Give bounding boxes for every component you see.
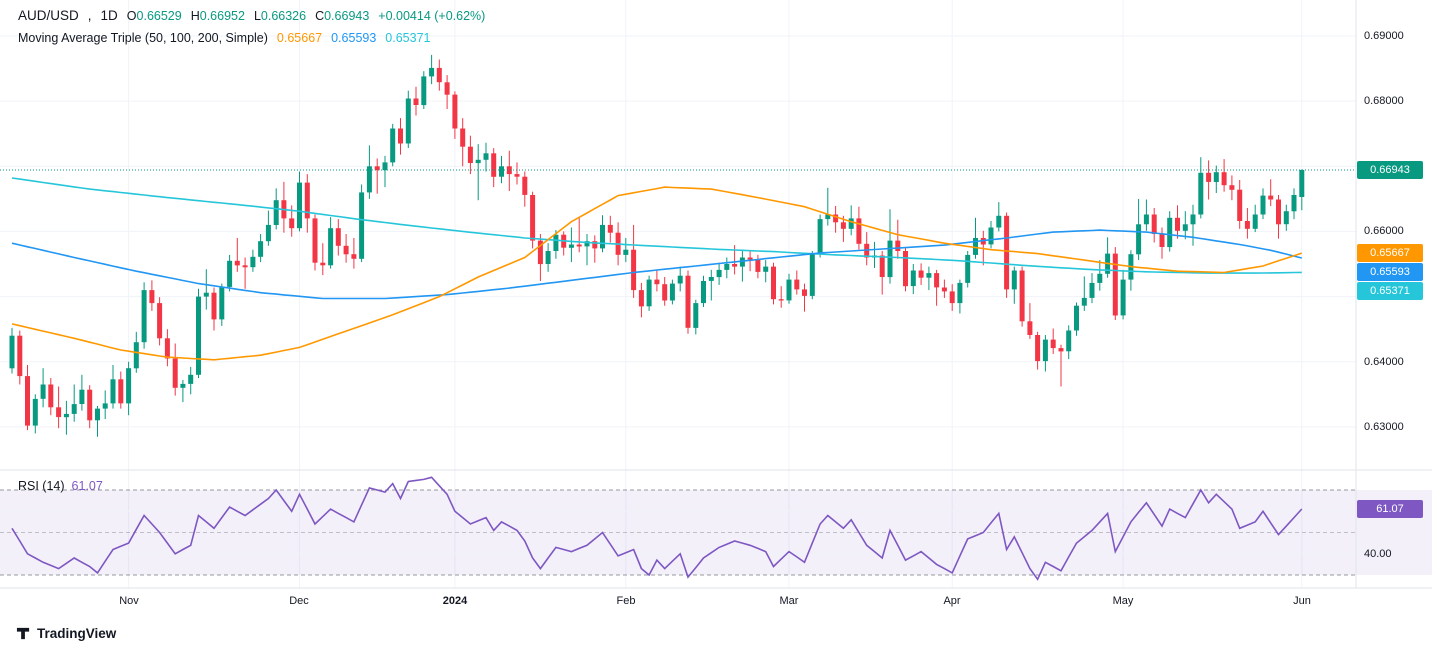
price-badge: 0.66943 <box>1357 161 1423 179</box>
time-axis-label: 2024 <box>442 595 468 607</box>
ma-indicator-title[interactable]: Moving Average Triple (50, 100, 200, Sim… <box>18 31 268 45</box>
price-badge: 0.65667 <box>1357 244 1423 262</box>
time-axis-label: Jun <box>1293 595 1311 607</box>
ohlc-open: O0.66529 <box>126 9 182 23</box>
candles-layer <box>9 54 1305 437</box>
time-axis-label: May <box>1112 595 1134 607</box>
time-axis-label: Nov <box>119 595 139 607</box>
ma200-line <box>11 177 1302 274</box>
rsi-value: 61.07 <box>71 479 103 493</box>
ma100-line <box>11 229 1302 300</box>
change-value: +0.00414 (+0.62%) <box>378 9 486 23</box>
rsi-line <box>11 476 1303 581</box>
rsi-indicator-title[interactable]: RSI (14) <box>18 479 65 493</box>
ma50-line <box>11 186 1303 361</box>
price-axis-label: 0.63000 <box>1364 421 1404 433</box>
time-axis-label: Mar <box>779 595 799 607</box>
time-axis[interactable]: Nov Dec 2024 Feb Mar Apr May Jun <box>0 588 1432 614</box>
chart-legend: AUD/USD, 1D O0.66529 H0.66952 L0.66326 C… <box>18 8 485 23</box>
price-axis-label: 0.68000 <box>1364 95 1404 107</box>
ohlc-close: C0.66943 <box>315 9 370 23</box>
rsi-indicator-legend: RSI (14) 61.07 <box>18 479 103 493</box>
tradingview-logo-text: TradingView <box>37 626 117 641</box>
ohlc-high: H0.66952 <box>190 9 245 23</box>
rsi-axis-label: 40.00 <box>1364 548 1392 560</box>
time-axis-label: Feb <box>616 595 636 607</box>
ma100-value: 0.65593 <box>331 31 377 45</box>
price-axis-label: 0.66000 <box>1364 225 1404 237</box>
rsi-value-badge: 61.07 <box>1357 500 1423 518</box>
price-axis-label: 0.64000 <box>1364 356 1404 368</box>
ma50-value: 0.65667 <box>276 31 323 45</box>
symbol-interval-separator: , <box>87 8 92 23</box>
time-axis-label: Dec <box>289 595 309 607</box>
price-axis-label: 0.69000 <box>1364 30 1404 42</box>
ma-indicator-legend: Moving Average Triple (50, 100, 200, Sim… <box>18 31 430 45</box>
time-axis-label: Apr <box>943 595 961 607</box>
price-axis[interactable]: 0.69000 0.68000 0.66000 0.64000 0.63000 40.00… <box>1356 0 1432 588</box>
ma200-value: 0.65371 <box>385 31 431 45</box>
price-badge: 0.65371 <box>1357 282 1423 300</box>
interval-label[interactable]: 1D <box>100 8 118 23</box>
tradingview-logo-icon <box>16 627 30 640</box>
ohlc-low: L0.66326 <box>253 9 307 23</box>
tradingview-logo[interactable]: TradingView <box>16 626 116 641</box>
price-badge: 0.65593 <box>1357 263 1423 281</box>
symbol-title[interactable]: AUD/USD <box>18 8 79 23</box>
